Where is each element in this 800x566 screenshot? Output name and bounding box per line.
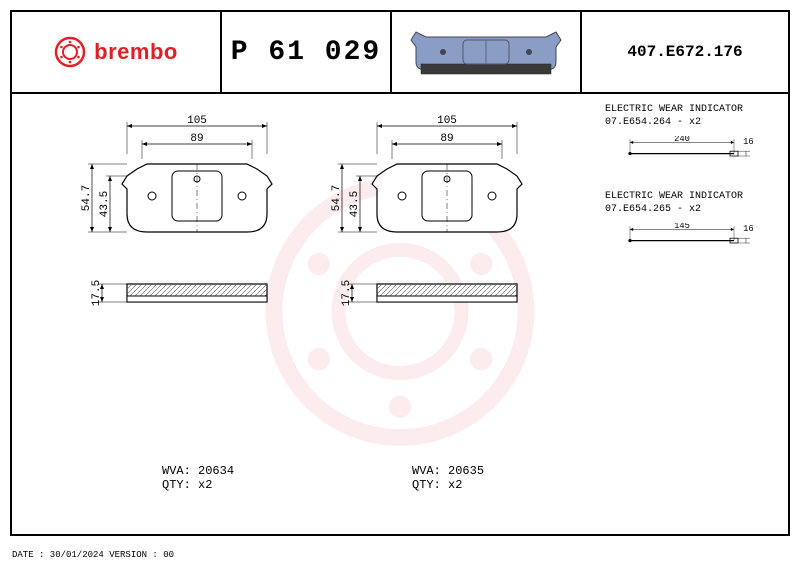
wva-label: WVA: 20635 (412, 464, 484, 478)
title-block: brembo P 61 029 407.E672.176 (12, 12, 788, 94)
render-cell (392, 12, 582, 92)
svg-text:54.7: 54.7 (331, 185, 343, 211)
qty-label: QTY: x2 (162, 478, 234, 492)
svg-text:89: 89 (190, 133, 203, 145)
indicator-title: ELECTRIC WEAR INDICATOR (605, 191, 776, 202)
svg-text:16: 16 (743, 224, 754, 234)
svg-text:54.7: 54.7 (81, 185, 93, 211)
footer-text: DATE : 30/01/2024 VERSION : 00 (12, 550, 174, 560)
reference-cell: 407.E672.176 (582, 12, 788, 92)
brake-disc-icon (54, 36, 86, 68)
reference-code: 407.E672.176 (627, 43, 742, 61)
svg-text:16: 16 (743, 137, 754, 147)
part-number: P 61 029 (231, 37, 381, 68)
wva-label: WVA: 20634 (162, 464, 234, 478)
drawing-frame: brembo P 61 029 407.E672.176 (10, 10, 790, 536)
svg-text:43.5: 43.5 (349, 191, 361, 217)
wva-value: 20634 (198, 464, 234, 478)
indicator-title: ELECTRIC WEAR INDICATOR (605, 104, 776, 115)
indicator-block-2: ELECTRIC WEAR INDICATOR 07.E654.265 - x2… (605, 191, 776, 260)
wva-value: 20635 (448, 464, 484, 478)
technical-sheet: brembo P 61 029 407.E672.176 (0, 0, 800, 566)
pad-drawing-1: 105 89 (72, 114, 302, 314)
qty-value: x2 (198, 478, 212, 492)
svg-text:43.5: 43.5 (99, 191, 111, 217)
wear-indicator-panel: ELECTRIC WEAR INDICATOR 07.E654.264 - x2… (593, 94, 788, 288)
brembo-logo: brembo (54, 36, 178, 68)
qty-label: QTY: x2 (412, 478, 484, 492)
svg-text:17.5: 17.5 (341, 280, 353, 306)
qty-value: x2 (448, 478, 462, 492)
indicator-sub: 07.E654.264 - x2 (605, 117, 776, 128)
indicator-diagram: 145 16 (605, 223, 775, 255)
part-number-cell: P 61 029 (222, 12, 392, 92)
svg-text:17.5: 17.5 (91, 280, 103, 306)
pad-drawing-2: 105 89 (322, 114, 552, 314)
svg-text:240: 240 (674, 136, 690, 144)
indicator-sub: 07.E654.265 - x2 (605, 204, 776, 215)
svg-text:89: 89 (440, 133, 453, 145)
wva-block-1: WVA: 20634 QTY: x2 (162, 464, 234, 492)
brand-name: brembo (94, 39, 178, 65)
pad-3d-render (401, 22, 571, 82)
technical-drawings: 105 89 (12, 94, 582, 534)
indicator-block-1: ELECTRIC WEAR INDICATOR 07.E654.264 - x2… (605, 104, 776, 173)
indicator-diagram: 240 16 (605, 136, 775, 168)
drawing-body: 105 89 (12, 94, 788, 534)
wva-block-2: WVA: 20635 QTY: x2 (412, 464, 484, 492)
svg-text:105: 105 (437, 115, 457, 127)
svg-text:145: 145 (674, 223, 690, 231)
svg-text:105: 105 (187, 115, 207, 127)
logo-cell: brembo (12, 12, 222, 92)
